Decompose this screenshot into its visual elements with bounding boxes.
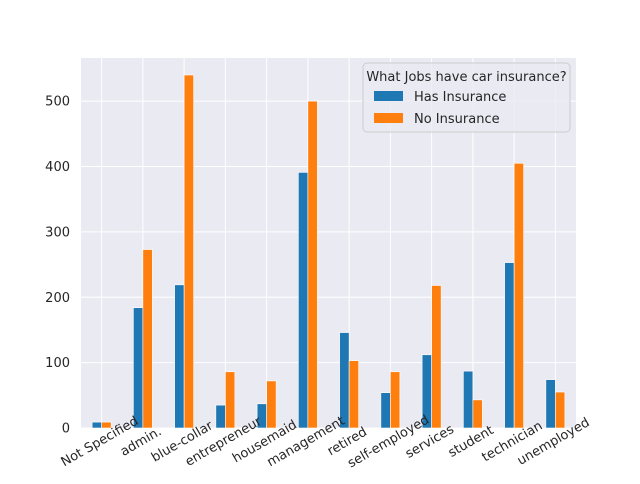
legend-label-has-insurance: Has Insurance	[414, 90, 506, 105]
legend-title: What Jobs have car insurance?	[366, 70, 566, 85]
legend-swatch-no-insurance	[374, 113, 403, 123]
bars-layer	[91, 74, 566, 429]
y-tick-label: 300	[45, 225, 70, 240]
bar-no-insurance	[266, 380, 277, 429]
y-axis: 0 100 200 300 400 500	[45, 95, 70, 437]
bar-has-insurance	[339, 332, 350, 429]
bar-no-insurance	[555, 391, 566, 429]
bar-no-insurance	[513, 162, 524, 429]
bar-no-insurance	[348, 360, 359, 429]
bar-has-insurance	[174, 284, 185, 429]
bar-no-insurance	[307, 100, 318, 429]
bar-has-insurance	[215, 404, 226, 429]
y-tick-label: 0	[62, 422, 70, 437]
y-tick-label: 400	[45, 160, 70, 175]
bar-has-insurance	[91, 421, 102, 429]
bar-no-insurance	[142, 249, 153, 429]
bar-no-insurance	[431, 285, 442, 429]
bar-has-insurance	[133, 307, 144, 429]
bar-has-insurance	[380, 392, 391, 429]
legend-swatch-has-insurance	[374, 91, 403, 101]
y-tick-label: 200	[45, 291, 70, 306]
bar-no-insurance	[101, 421, 112, 429]
bar-has-insurance	[298, 172, 309, 429]
legend-label-no-insurance: No Insurance	[414, 112, 500, 127]
bar-has-insurance	[545, 379, 556, 429]
legend: What Jobs have car insurance? Has Insura…	[362, 62, 571, 133]
y-tick-label: 500	[45, 95, 70, 110]
bar-has-insurance	[504, 262, 515, 429]
bar-no-insurance	[183, 74, 194, 429]
y-tick-label: 100	[45, 356, 70, 371]
bar-no-insurance	[472, 399, 483, 429]
bar-no-insurance	[225, 371, 236, 429]
bar-has-insurance	[463, 370, 474, 429]
bar-no-insurance	[390, 371, 401, 429]
legend-box	[362, 62, 571, 133]
